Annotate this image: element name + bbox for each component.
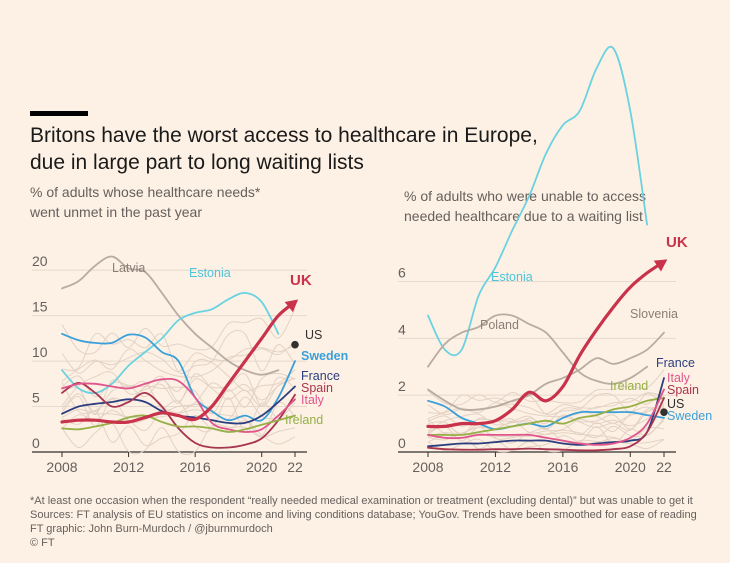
right-chart-subtitle: % of adults who were unable to access ne… xyxy=(404,186,704,226)
left-series-ireland xyxy=(61,414,296,433)
left-series-estonia xyxy=(61,291,280,394)
right-series-uk xyxy=(426,260,666,429)
label-italy: Italy xyxy=(301,393,325,407)
right-y-tick-label: 2 xyxy=(398,378,406,394)
sources: Sources: FT analysis of EU statistics on… xyxy=(30,509,697,521)
right-x-tick-label: 22 xyxy=(656,459,672,475)
copyright: © FT xyxy=(30,537,55,549)
right-background-country-line xyxy=(427,405,665,427)
right-y-tick-label: 6 xyxy=(398,264,406,280)
footnote: *At least one occasion when the responde… xyxy=(30,495,693,507)
footer: *At least one occasion when the responde… xyxy=(30,494,720,550)
right-series-france xyxy=(427,377,665,448)
left-background-country-line xyxy=(61,329,296,375)
label-italy-right: Italy xyxy=(667,371,691,385)
page-title: Britons have the worst access to healthc… xyxy=(30,122,550,176)
right-x-tick-label: 2012 xyxy=(480,459,511,475)
right-chart: 0 2 4 6 2008 2012 2016 2020 22 Estonia Poland Sl… xyxy=(398,45,712,475)
left-x-tick-label: 2008 xyxy=(46,459,77,475)
left-series xyxy=(60,255,299,449)
right-series-estonia xyxy=(427,45,648,357)
right-background-country-line xyxy=(427,407,665,432)
right-x-tick-label: 2008 xyxy=(412,459,443,475)
label-us-right: US xyxy=(667,397,684,411)
left-y-tick-label: 15 xyxy=(32,299,48,315)
right-uk-arrowhead xyxy=(653,259,668,272)
label-ireland-right: Ireland xyxy=(610,379,648,393)
right-us-marker xyxy=(660,408,668,417)
label-estonia-right: Estonia xyxy=(491,270,533,284)
right-subtitle-line-2: needed healthcare due to a waiting list xyxy=(404,208,643,224)
right-background-country-line xyxy=(427,438,665,453)
right-background-country-line xyxy=(427,417,665,445)
left-chart: 0 5 10 15 20 2008 2012 2016 2020 22 Latvia Estoni… xyxy=(32,253,348,475)
left-background-country-line xyxy=(61,308,296,355)
right-series xyxy=(426,45,668,452)
right-x-tick-label: 2020 xyxy=(615,459,646,475)
left-x-tick-label: 22 xyxy=(287,459,303,475)
label-uk: UK xyxy=(290,272,312,289)
right-series-spain xyxy=(427,397,665,452)
left-x-tick-label: 2012 xyxy=(113,459,144,475)
left-grid xyxy=(32,269,307,453)
label-sweden-right: Sweden xyxy=(667,409,712,423)
right-y-tick-label: 0 xyxy=(398,435,406,451)
label-uk-right: UK xyxy=(666,234,688,251)
left-uk-arrowhead xyxy=(284,299,299,313)
left-series-spain xyxy=(61,381,296,449)
right-axes: 0 2 4 6 2008 2012 2016 2020 22 xyxy=(398,264,672,475)
label-spain-right: Spain xyxy=(667,383,699,397)
left-background-country-line xyxy=(61,341,296,382)
label-ireland: Ireland xyxy=(285,413,323,427)
label-sweden: Sweden xyxy=(301,349,348,363)
label-estonia: Estonia xyxy=(189,266,231,280)
left-subtitle-line-2: went unmet in the past year xyxy=(30,204,202,220)
left-y-tick-label: 10 xyxy=(32,344,48,360)
left-us-marker xyxy=(291,340,299,349)
left-y-tick-label: 20 xyxy=(32,253,48,269)
label-us: US xyxy=(305,328,322,342)
right-series-italy xyxy=(427,388,665,446)
left-axes: 0 5 10 15 20 2008 2012 2016 2020 22 xyxy=(32,253,303,475)
label-spain: Spain xyxy=(301,381,333,395)
right-subtitle-line-1: % of adults who were unable to access xyxy=(404,188,647,204)
left-series-uk xyxy=(60,300,297,425)
left-background-country-line xyxy=(61,372,296,415)
label-latvia: Latvia xyxy=(112,261,145,275)
right-series-ireland xyxy=(427,397,665,437)
label-france: France xyxy=(301,369,340,383)
left-background-country-line xyxy=(61,371,296,407)
left-series-italy xyxy=(61,377,296,433)
label-france-right: France xyxy=(656,356,695,370)
right-series-slovenia xyxy=(427,331,665,412)
title-rule xyxy=(30,111,88,116)
left-series-sweden xyxy=(61,332,296,422)
left-series-latvia xyxy=(61,255,280,376)
graphic-credit: FT graphic: John Burn-Murdoch / @jburnmu… xyxy=(30,523,273,535)
right-series-sweden xyxy=(427,399,665,431)
left-background-country-line xyxy=(61,358,296,398)
label-slovenia: Slovenia xyxy=(630,307,678,321)
right-y-tick-label: 4 xyxy=(398,321,406,337)
title-line-1: Britons have the worst access to healthc… xyxy=(30,124,538,147)
left-y-tick-label: 0 xyxy=(32,435,40,451)
left-background-country-line xyxy=(61,421,296,456)
label-poland: Poland xyxy=(480,318,519,332)
right-series-poland xyxy=(427,313,648,385)
left-x-tick-label: 2016 xyxy=(180,459,211,475)
right-x-tick-label: 2016 xyxy=(547,459,578,475)
left-x-tick-label: 2020 xyxy=(246,459,277,475)
left-subtitle-line-1: % of adults whose healthcare needs* xyxy=(30,184,261,200)
title-line-2: due in large part to long waiting lists xyxy=(30,151,364,174)
left-chart-subtitle: % of adults whose healthcare needs* went… xyxy=(30,182,330,222)
left-y-tick-label: 5 xyxy=(32,390,40,406)
